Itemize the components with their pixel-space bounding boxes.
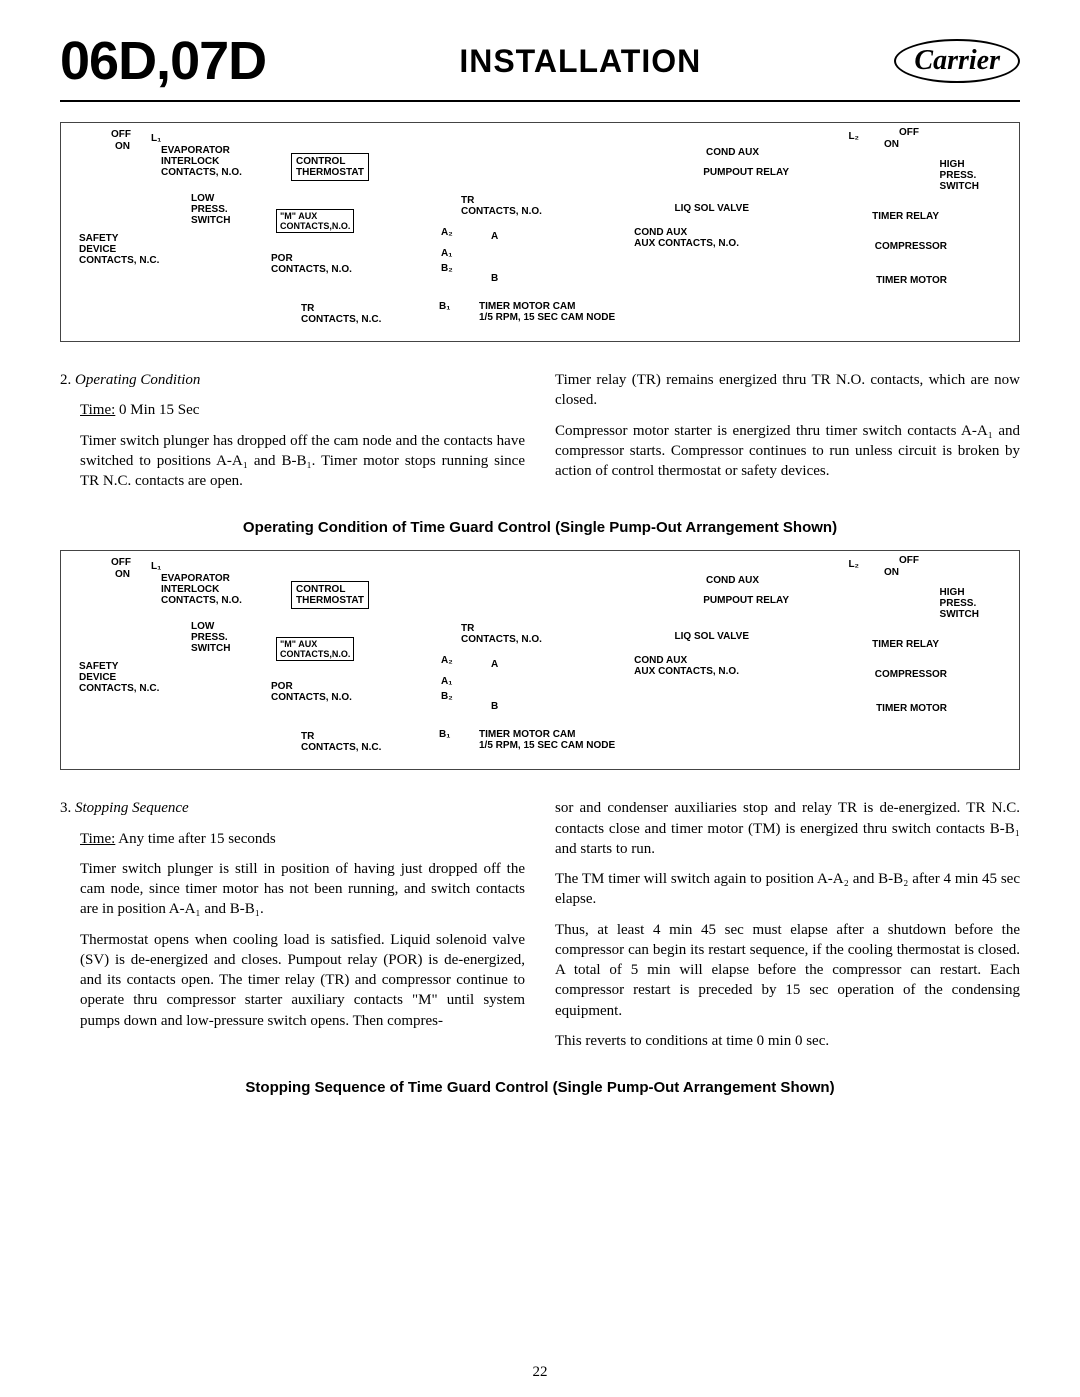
section-2-text: 2. Operating Condition Time: 0 Min 15 Se… (60, 360, 1020, 501)
section-3-left-para1: Timer switch plunger is still in positio… (80, 859, 525, 920)
label-cond-aux2: COND AUX AUX CONTACTS, N.O. (634, 227, 739, 249)
label-a2: A₂ (441, 655, 453, 666)
label-tr-nc: TR CONTACTS, N.C. (301, 731, 381, 753)
label-on: ON (115, 141, 130, 152)
page-title: INSTALLATION (459, 43, 701, 80)
label-compressor: COMPRESSOR (875, 241, 947, 252)
section-2-title: Operating Condition (75, 372, 200, 388)
section-3-right-para4: This reverts to conditions at time 0 min… (555, 1031, 1020, 1051)
section-2-right-para2: Compressor motor starter is energized th… (555, 421, 1020, 482)
label-timer-motor: TIMER MOTOR (876, 703, 947, 714)
label-timer-relay: TIMER RELAY (872, 211, 939, 222)
label-l2: L₂ (848, 559, 859, 570)
label-b2: B₂ (441, 263, 453, 274)
label-off: OFF (111, 557, 131, 568)
label-low-press: LOW PRESS. SWITCH (191, 193, 230, 226)
label-cond-aux2: COND AUX AUX CONTACTS, N.O. (634, 655, 739, 677)
diagram-stopping-sequence: OFF ON L₁ EVAPORATOR INTERLOCK CONTACTS,… (60, 550, 1020, 770)
label-a: A (491, 231, 498, 242)
label-b: B (491, 701, 498, 712)
label-timer-motor: TIMER MOTOR (876, 275, 947, 286)
label-b: B (491, 273, 498, 284)
caption-1: Operating Condition of Time Guard Contro… (60, 519, 1020, 536)
label-high-press: HIGH PRESS. SWITCH (940, 587, 979, 620)
label-control-thermostat: CONTROL THERMOSTAT (291, 581, 369, 609)
label-on: ON (115, 569, 130, 580)
section-3-num: 3. (60, 800, 71, 816)
label-off2: OFF (899, 555, 919, 566)
label-pumpout: PUMPOUT RELAY (703, 595, 789, 606)
section-3-time: Time: Any time after 15 seconds (80, 829, 525, 849)
section-2-num: 2. (60, 372, 71, 388)
label-evap: EVAPORATOR INTERLOCK CONTACTS, N.O. (161, 145, 242, 178)
label-b1: B₁ (439, 301, 450, 312)
label-pumpout: PUMPOUT RELAY (703, 167, 789, 178)
label-cond-aux: COND AUX (706, 575, 759, 586)
section-3-title: Stopping Sequence (75, 800, 189, 816)
caption-2: Stopping Sequence of Time Guard Control … (60, 1079, 1020, 1096)
section-2-time: Time: 0 Min 15 Sec (80, 400, 525, 420)
time-value: Any time after 15 seconds (118, 831, 275, 847)
label-cond-aux: COND AUX (706, 147, 759, 158)
label-tr-no: TR CONTACTS, N.O. (461, 623, 542, 645)
section-3-text: 3. Stopping Sequence Time: Any time afte… (60, 788, 1020, 1061)
page-number: 22 (0, 1364, 1080, 1381)
label-liq-sol: LIQ SOL VALVE (675, 631, 749, 642)
label-on2: ON (884, 139, 899, 150)
section-3-left-para2: Thermostat opens when cooling load is sa… (80, 930, 525, 1031)
label-off2: OFF (899, 127, 919, 138)
section-3-right-para3: Thus, at least 4 min 45 sec must elapse … (555, 920, 1020, 1021)
label-por: POR CONTACTS, N.O. (271, 253, 352, 275)
section-2-heading: 2. Operating Condition (60, 370, 525, 390)
label-b1: B₁ (439, 729, 450, 740)
label-high-press: HIGH PRESS. SWITCH (940, 159, 979, 192)
time-label: Time: (80, 402, 115, 418)
label-cam: TIMER MOTOR CAM 1/5 RPM, 15 SEC CAM NODE (479, 301, 615, 323)
diagram-operating-condition: OFF ON L₁ EVAPORATOR INTERLOCK CONTACTS,… (60, 122, 1020, 342)
section-2-left-para: Timer switch plunger has dropped off the… (80, 431, 525, 492)
label-m-aux: "M" AUX CONTACTS,N.O. (276, 209, 354, 233)
label-m-aux: "M" AUX CONTACTS,N.O. (276, 637, 354, 661)
model-number: 06D,07D (60, 30, 266, 92)
label-a1: A₁ (441, 676, 452, 687)
time-value: 0 Min 15 Sec (119, 402, 199, 418)
label-a1: A₁ (441, 248, 452, 259)
label-por: POR CONTACTS, N.O. (271, 681, 352, 703)
label-safety: SAFETY DEVICE CONTACTS, N.C. (79, 661, 159, 694)
label-tr-no: TR CONTACTS, N.O. (461, 195, 542, 217)
label-off: OFF (111, 129, 131, 140)
label-on2: ON (884, 567, 899, 578)
section-2-left-col: 2. Operating Condition Time: 0 Min 15 Se… (60, 360, 525, 501)
section-2-right-para1: Timer relay (TR) remains energized thru … (555, 370, 1020, 411)
label-b2: B₂ (441, 691, 453, 702)
label-cam: TIMER MOTOR CAM 1/5 RPM, 15 SEC CAM NODE (479, 729, 615, 751)
label-evap: EVAPORATOR INTERLOCK CONTACTS, N.O. (161, 573, 242, 606)
label-safety: SAFETY DEVICE CONTACTS, N.C. (79, 233, 159, 266)
section-3-right-para1: sor and condenser auxiliaries stop and r… (555, 798, 1020, 859)
label-a: A (491, 659, 498, 670)
section-3-right-para2: The TM timer will switch again to positi… (555, 869, 1020, 910)
page-header: 06D,07D INSTALLATION Carrier (60, 30, 1020, 102)
time-label: Time: (80, 831, 115, 847)
brand-logo: Carrier (894, 39, 1020, 83)
label-l1: L₁ (151, 133, 161, 144)
label-l2: L₂ (848, 131, 859, 142)
section-2-right-col: Timer relay (TR) remains energized thru … (555, 360, 1020, 501)
section-3-left-col: 3. Stopping Sequence Time: Any time afte… (60, 788, 525, 1061)
label-l1: L₁ (151, 561, 161, 572)
label-control-thermostat: CONTROL THERMOSTAT (291, 153, 369, 181)
label-low-press: LOW PRESS. SWITCH (191, 621, 230, 654)
section-3-right-col: sor and condenser auxiliaries stop and r… (555, 788, 1020, 1061)
label-timer-relay: TIMER RELAY (872, 639, 939, 650)
label-compressor: COMPRESSOR (875, 669, 947, 680)
label-a2: A₂ (441, 227, 453, 238)
label-tr-nc: TR CONTACTS, N.C. (301, 303, 381, 325)
section-3-heading: 3. Stopping Sequence (60, 798, 525, 818)
label-liq-sol: LIQ SOL VALVE (675, 203, 749, 214)
